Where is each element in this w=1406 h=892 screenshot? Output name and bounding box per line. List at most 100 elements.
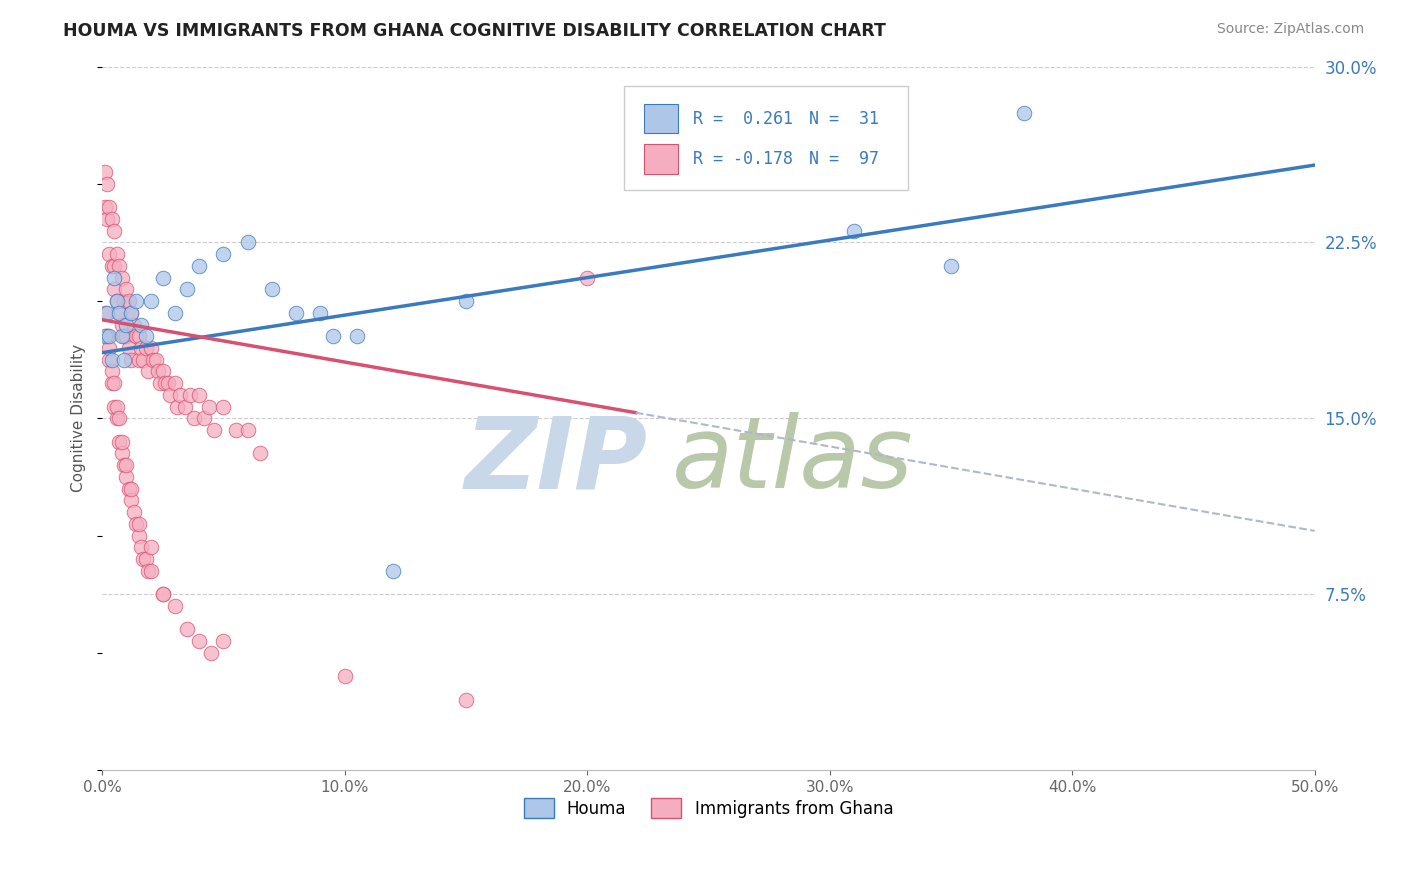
Point xyxy=(103,224,125,238)
Bar xyxy=(644,103,678,134)
Point xyxy=(96,329,118,343)
Point xyxy=(118,482,141,496)
Point xyxy=(129,541,152,555)
Point xyxy=(188,259,211,273)
Point xyxy=(101,364,124,378)
Point xyxy=(98,329,121,343)
Point xyxy=(115,458,138,473)
Legend: Houma, Immigrants from Ghana: Houma, Immigrants from Ghana xyxy=(517,791,900,825)
Point xyxy=(163,376,186,391)
Point xyxy=(120,306,142,320)
Point xyxy=(112,458,135,473)
Point xyxy=(132,552,155,566)
Point xyxy=(128,516,150,531)
Point xyxy=(260,282,283,296)
Point xyxy=(155,376,177,391)
Point xyxy=(193,411,215,425)
Y-axis label: Cognitive Disability: Cognitive Disability xyxy=(72,344,86,492)
Point xyxy=(212,247,235,261)
Text: HOUMA VS IMMIGRANTS FROM GHANA COGNITIVE DISABILITY CORRELATION CHART: HOUMA VS IMMIGRANTS FROM GHANA COGNITIVE… xyxy=(63,22,886,40)
Point xyxy=(110,329,132,343)
Point xyxy=(122,505,145,519)
Point xyxy=(249,446,271,460)
Point xyxy=(139,294,162,309)
Point xyxy=(166,400,188,414)
Point xyxy=(125,329,148,343)
Point xyxy=(108,259,131,273)
Point xyxy=(1012,106,1035,120)
Point xyxy=(139,541,162,555)
Point xyxy=(101,376,124,391)
Point xyxy=(93,329,115,343)
Point xyxy=(105,294,128,309)
Point xyxy=(212,400,235,414)
Point xyxy=(135,341,157,355)
Point xyxy=(135,552,157,566)
Point xyxy=(842,224,865,238)
Point xyxy=(112,329,135,343)
Point xyxy=(110,434,132,449)
Text: atlas: atlas xyxy=(672,412,914,509)
Point xyxy=(103,376,125,391)
Point xyxy=(173,400,195,414)
Point xyxy=(120,493,142,508)
Point xyxy=(105,400,128,414)
Point xyxy=(110,446,132,460)
Point xyxy=(112,352,135,367)
Point xyxy=(118,294,141,309)
Point xyxy=(128,528,150,542)
Point xyxy=(103,282,125,296)
Point xyxy=(129,318,152,332)
Point xyxy=(108,306,131,320)
Point xyxy=(176,623,198,637)
Text: ZIP: ZIP xyxy=(465,412,648,509)
Point xyxy=(159,388,181,402)
Text: N =  97: N = 97 xyxy=(808,151,879,169)
Point xyxy=(176,282,198,296)
Point xyxy=(188,634,211,648)
Point xyxy=(125,516,148,531)
Point xyxy=(115,470,138,484)
Point xyxy=(285,306,308,320)
FancyBboxPatch shape xyxy=(623,86,908,190)
Point xyxy=(96,306,118,320)
Point xyxy=(149,376,172,391)
Point xyxy=(115,329,138,343)
Point xyxy=(128,352,150,367)
Point xyxy=(108,411,131,425)
Point xyxy=(346,329,368,343)
Point xyxy=(136,364,159,378)
Point xyxy=(129,341,152,355)
Point xyxy=(146,364,169,378)
Point xyxy=(322,329,344,343)
Point xyxy=(139,341,162,355)
Point xyxy=(333,669,356,683)
Point xyxy=(145,352,167,367)
Point xyxy=(169,388,191,402)
Point xyxy=(103,259,125,273)
Point xyxy=(108,434,131,449)
Point xyxy=(98,341,121,355)
Point xyxy=(152,587,174,601)
Point xyxy=(101,259,124,273)
Point xyxy=(236,423,259,437)
Point xyxy=(212,634,235,648)
Point xyxy=(122,318,145,332)
Point xyxy=(136,564,159,578)
Point xyxy=(225,423,247,437)
Point xyxy=(202,423,225,437)
Point xyxy=(98,352,121,367)
Point xyxy=(101,352,124,367)
Point xyxy=(115,318,138,332)
Point xyxy=(93,306,115,320)
Point xyxy=(200,646,222,660)
Point xyxy=(112,294,135,309)
Point xyxy=(152,270,174,285)
Point xyxy=(236,235,259,250)
Point xyxy=(576,270,599,285)
Point xyxy=(152,587,174,601)
Point xyxy=(125,294,148,309)
Point xyxy=(103,400,125,414)
Point xyxy=(93,165,115,179)
Point xyxy=(309,306,332,320)
